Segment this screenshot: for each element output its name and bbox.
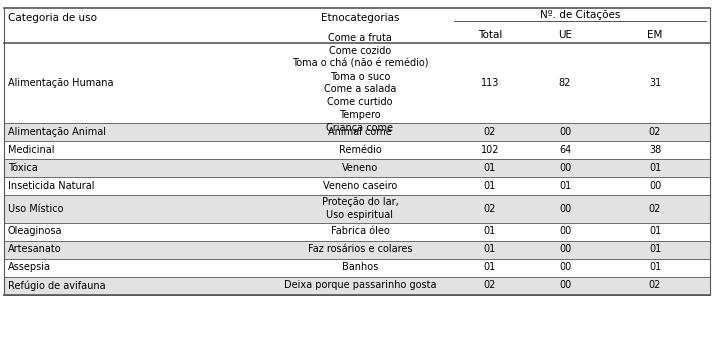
Text: 00: 00 — [559, 244, 571, 255]
Text: 01: 01 — [484, 163, 496, 173]
Text: 02: 02 — [649, 204, 661, 214]
Text: 113: 113 — [481, 78, 499, 88]
Text: Animal come: Animal come — [328, 127, 392, 137]
Bar — [4, 8, 710, 28]
Text: 01: 01 — [649, 244, 661, 255]
Text: 02: 02 — [649, 127, 661, 137]
Text: Veneno caseiro: Veneno caseiro — [323, 181, 397, 191]
Text: EM: EM — [648, 30, 663, 40]
Text: 00: 00 — [559, 127, 571, 137]
Text: 82: 82 — [559, 78, 571, 88]
Text: 02: 02 — [484, 127, 496, 137]
Text: 00: 00 — [649, 181, 661, 191]
Text: Artesanato: Artesanato — [8, 244, 61, 255]
Text: 01: 01 — [559, 181, 571, 191]
Text: Veneno: Veneno — [342, 163, 378, 173]
Text: Etnocategorias: Etnocategorias — [321, 13, 399, 23]
Text: 38: 38 — [649, 145, 661, 155]
Text: Assepsia: Assepsia — [8, 262, 51, 273]
Text: 00: 00 — [559, 163, 571, 173]
Text: Medicinal: Medicinal — [8, 145, 54, 155]
Bar — [4, 240, 710, 258]
Text: Tóxica: Tóxica — [8, 163, 38, 173]
Text: Remédio: Remédio — [338, 145, 381, 155]
Bar — [4, 28, 710, 43]
Bar — [4, 123, 710, 141]
Bar — [4, 222, 710, 240]
Text: 00: 00 — [559, 262, 571, 273]
Text: Uso Místico: Uso Místico — [8, 204, 64, 214]
Text: 01: 01 — [649, 226, 661, 236]
Text: 01: 01 — [649, 163, 661, 173]
Text: 00: 00 — [559, 204, 571, 214]
Text: 01: 01 — [484, 262, 496, 273]
Text: Deixa porque passarinho gosta: Deixa porque passarinho gosta — [283, 280, 436, 291]
Text: Categoria de uso: Categoria de uso — [8, 13, 97, 23]
Text: Fabrica óleo: Fabrica óleo — [331, 226, 389, 236]
Text: Faz rosários e colares: Faz rosários e colares — [308, 244, 412, 255]
Text: 00: 00 — [559, 226, 571, 236]
Text: Nº. de Citações: Nº. de Citações — [540, 10, 620, 20]
Bar — [4, 258, 710, 277]
Bar — [4, 277, 710, 295]
Text: Come a fruta
Come cozido
Toma o chá (não é remédio)
Toma o suco
Come a salada
Co: Come a fruta Come cozido Toma o chá (não… — [292, 33, 428, 133]
Bar — [4, 195, 710, 222]
Text: 02: 02 — [484, 280, 496, 291]
Text: Total: Total — [478, 30, 502, 40]
Text: 31: 31 — [649, 78, 661, 88]
Text: 02: 02 — [649, 280, 661, 291]
Text: 01: 01 — [484, 226, 496, 236]
Text: 64: 64 — [559, 145, 571, 155]
Text: 01: 01 — [484, 181, 496, 191]
Text: Inseticida Natural: Inseticida Natural — [8, 181, 94, 191]
Text: Proteção do lar,
Uso espiritual: Proteção do lar, Uso espiritual — [321, 197, 398, 220]
Bar — [4, 159, 710, 177]
Bar — [4, 141, 710, 159]
Text: Alimentação Animal: Alimentação Animal — [8, 127, 106, 137]
Text: Oleaginosa: Oleaginosa — [8, 226, 63, 236]
Text: Alimentação Humana: Alimentação Humana — [8, 78, 114, 88]
Bar — [4, 43, 710, 123]
Text: 102: 102 — [481, 145, 499, 155]
Text: Banhos: Banhos — [342, 262, 378, 273]
Text: Refúgio de avifauna: Refúgio de avifauna — [8, 280, 106, 291]
Text: 01: 01 — [484, 244, 496, 255]
Text: UE: UE — [558, 30, 572, 40]
Text: 00: 00 — [559, 280, 571, 291]
Text: 02: 02 — [484, 204, 496, 214]
Bar — [4, 177, 710, 195]
Text: 01: 01 — [649, 262, 661, 273]
